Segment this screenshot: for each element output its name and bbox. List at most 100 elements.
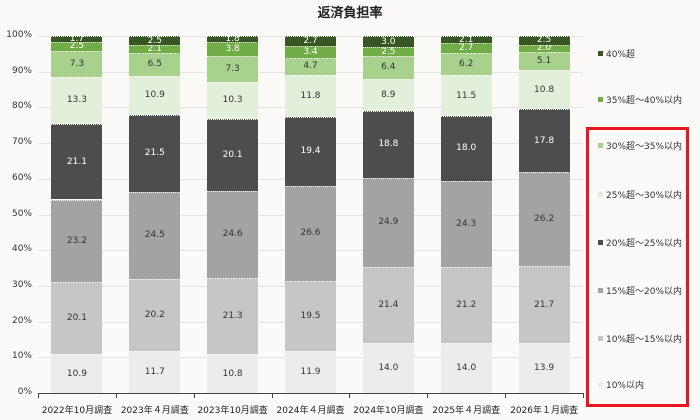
data-label: 26.6 bbox=[300, 228, 321, 239]
data-label: 10.8 bbox=[534, 84, 555, 95]
data-label: 8.9 bbox=[381, 89, 396, 100]
legend-label: 25%超～30%以内 bbox=[606, 191, 683, 201]
bar-segment: 3.0 bbox=[362, 36, 414, 48]
data-label: 1.7 bbox=[69, 33, 85, 44]
x-tick-mark bbox=[583, 393, 584, 398]
x-tick-mark bbox=[427, 393, 429, 398]
legend-swatch-icon bbox=[598, 288, 603, 293]
x-tick-label: 2024年４月調査 bbox=[276, 406, 345, 416]
data-label: 10.9 bbox=[144, 90, 165, 101]
data-label: 24.9 bbox=[378, 217, 399, 228]
bar-segment: 17.8 bbox=[518, 108, 570, 173]
legend-label: 30%超～35%以内 bbox=[606, 142, 683, 152]
x-tick-mark bbox=[271, 393, 273, 398]
data-label: 21.2 bbox=[456, 300, 477, 311]
y-tick-label: 60% bbox=[11, 172, 32, 183]
chart-title: 返済負担率 bbox=[317, 6, 383, 21]
data-label: 10.3 bbox=[222, 95, 243, 106]
bar-segment: 26.2 bbox=[518, 172, 570, 266]
legend-highlight-box bbox=[586, 127, 689, 407]
legend-item: 40%超 bbox=[598, 47, 635, 60]
bar-segment: 21.4 bbox=[362, 266, 414, 343]
bar-segment: 18.8 bbox=[362, 110, 414, 178]
data-label: 24.5 bbox=[144, 230, 165, 241]
bar-segment: 2.7 bbox=[440, 43, 492, 54]
bar-segment: 20.1 bbox=[207, 118, 259, 191]
bar-segment: 14.0 bbox=[440, 343, 492, 393]
bar-segment: 2.5 bbox=[518, 35, 570, 46]
x-tick-label: 2026年１月調査 bbox=[510, 406, 579, 416]
data-label: 4.7 bbox=[303, 61, 318, 72]
data-label: 2.7 bbox=[303, 35, 318, 46]
data-label: 11.9 bbox=[300, 366, 321, 377]
x-tick-mark bbox=[115, 393, 117, 398]
bar-segment: 24.3 bbox=[440, 180, 492, 268]
bar-segment: 1.7 bbox=[51, 33, 103, 44]
y-tick-label: 10% bbox=[11, 351, 32, 362]
x-tick-label: 2025年４月調査 bbox=[432, 406, 501, 416]
y-tick-label: 30% bbox=[11, 279, 32, 290]
data-label: 11.5 bbox=[456, 90, 477, 101]
bar-segment: 7.3 bbox=[51, 50, 103, 77]
bar-segment: 10.8 bbox=[207, 354, 259, 393]
bar-segment: 6.5 bbox=[129, 52, 181, 76]
bar-segment: 21.7 bbox=[518, 265, 570, 344]
data-label: 20.1 bbox=[222, 149, 243, 160]
bar-segment: 7.3 bbox=[207, 55, 259, 83]
data-label: 6.4 bbox=[381, 62, 396, 73]
data-label: 3.0 bbox=[381, 36, 396, 47]
bar-segment: 10.9 bbox=[51, 354, 103, 393]
bar-segment: 24.6 bbox=[207, 190, 259, 279]
bar-segment: 8.9 bbox=[362, 78, 414, 111]
legend-label: 10%超～15%以内 bbox=[606, 335, 683, 345]
data-label: 24.6 bbox=[222, 229, 243, 240]
bar-segment: 13.3 bbox=[51, 76, 103, 125]
bar-segment: 2.7 bbox=[285, 36, 336, 46]
bar-segment: 2.5 bbox=[129, 35, 181, 46]
legend-swatch-icon bbox=[598, 97, 603, 102]
data-label: 21.3 bbox=[222, 311, 243, 322]
legend-label: 10%以内 bbox=[606, 381, 645, 391]
bar-segment: 26.6 bbox=[285, 185, 336, 281]
bar-segment: 11.5 bbox=[440, 75, 492, 117]
bar-segment: 10.3 bbox=[207, 82, 259, 119]
bar-segment: 20.2 bbox=[129, 279, 181, 352]
legend-swatch-icon bbox=[598, 382, 603, 387]
x-tick-label: 2022年10月調査 bbox=[41, 406, 113, 416]
data-label: 2.1 bbox=[459, 34, 474, 45]
data-label: 10.9 bbox=[66, 368, 87, 379]
legend-item: 20%超～25%以内 bbox=[598, 236, 682, 249]
data-label: 18.0 bbox=[456, 143, 477, 154]
bar-segment: 10.8 bbox=[518, 70, 570, 109]
data-label: 11.8 bbox=[300, 90, 321, 101]
bar-segment: 10.9 bbox=[129, 75, 181, 115]
data-label: 21.1 bbox=[66, 156, 87, 167]
data-label: 26.2 bbox=[534, 214, 555, 225]
bar-segment: 21.3 bbox=[207, 278, 259, 355]
x-tick-mark bbox=[505, 393, 507, 398]
x-tick-mark bbox=[349, 393, 351, 398]
data-label: 24.3 bbox=[456, 218, 477, 229]
data-label: 2.5 bbox=[147, 35, 162, 46]
x-tick-label: 2024年10月調査 bbox=[353, 406, 424, 416]
data-label: 21.7 bbox=[534, 299, 555, 310]
legend-label: 35%超～40%以内 bbox=[606, 96, 683, 106]
bar-segment: 2.0 bbox=[518, 44, 570, 53]
bar-segment: 13.9 bbox=[518, 343, 570, 393]
bar-segment: 5.1 bbox=[518, 52, 570, 71]
bar-segment: 11.9 bbox=[285, 350, 336, 393]
legend-label: 20%超～25%以内 bbox=[606, 239, 683, 249]
bar-segment: 11.7 bbox=[129, 351, 181, 393]
data-label: 21.5 bbox=[144, 148, 165, 159]
bar-segment: 4.7 bbox=[285, 57, 336, 75]
bar-segment: 3.4 bbox=[285, 45, 336, 58]
bar-segment: 24.9 bbox=[362, 177, 414, 267]
data-label: 18.8 bbox=[378, 139, 399, 150]
data-label: 19.4 bbox=[300, 146, 321, 157]
bar-segment: 21.5 bbox=[129, 114, 181, 192]
data-label: 20.2 bbox=[144, 310, 165, 321]
bar-segment: 21.1 bbox=[51, 124, 103, 200]
legend-item: 25%超～30%以内 bbox=[598, 188, 682, 201]
data-label: 2.5 bbox=[536, 35, 552, 46]
y-tick-label: 90% bbox=[11, 65, 32, 76]
